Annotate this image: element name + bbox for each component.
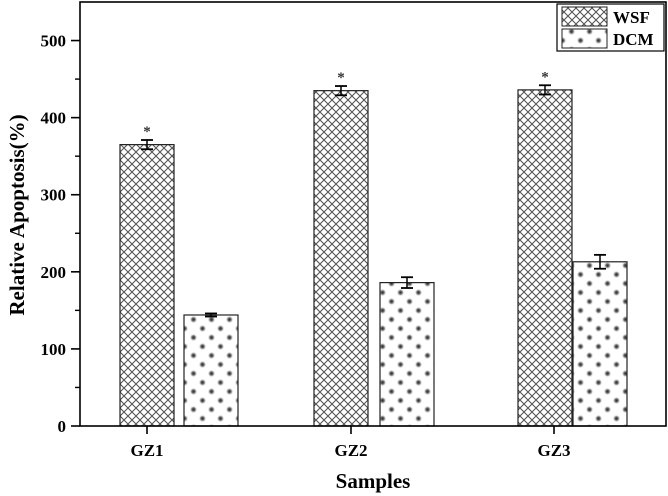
- y-axis-title: Relative Apoptosis(%): [5, 114, 29, 315]
- bars-layer: * * *: [119, 69, 628, 427]
- error-bar: [335, 85, 347, 97]
- x-tick-label: GZ3: [537, 441, 570, 460]
- error-bar: [205, 312, 217, 318]
- y-tick-label: 300: [41, 186, 67, 205]
- x-tick-label: GZ1: [130, 441, 163, 460]
- bar-wsf-gz3: [517, 89, 573, 427]
- error-bar: [539, 84, 551, 96]
- axes-layer: 0 100 200 300 400 500 GZ1 GZ2 GZ3: [41, 1, 667, 460]
- significance-marker: *: [337, 70, 345, 86]
- y-tick-label: 100: [41, 340, 67, 359]
- error-bar: [141, 139, 153, 151]
- legend-swatch-wsf: [561, 6, 608, 27]
- y-tick-label: 0: [58, 417, 67, 436]
- bar-dcm-gz3: [572, 261, 628, 427]
- bar-dcm-gz1: [183, 314, 239, 427]
- legend-label-wsf: WSF: [613, 8, 650, 27]
- x-axis-title: Samples: [336, 469, 411, 493]
- y-tick-label: 200: [41, 263, 67, 282]
- plot-frame: [79, 1, 667, 427]
- error-bar: [401, 276, 413, 289]
- legend-label-dcm: DCM: [613, 30, 654, 49]
- legend: WSF DCM: [556, 3, 665, 52]
- error-bar: [594, 253, 606, 270]
- legend-swatch-dcm: [561, 28, 608, 49]
- y-tick-label: 400: [41, 109, 67, 128]
- x-tick-label: GZ2: [334, 441, 367, 460]
- bar-wsf-gz1: [119, 144, 175, 427]
- significance-marker: *: [143, 124, 151, 140]
- significance-marker: *: [541, 69, 549, 85]
- bar-wsf-gz2: [313, 90, 369, 427]
- bar-dcm-gz2: [379, 282, 435, 427]
- y-tick-label: 500: [41, 32, 67, 51]
